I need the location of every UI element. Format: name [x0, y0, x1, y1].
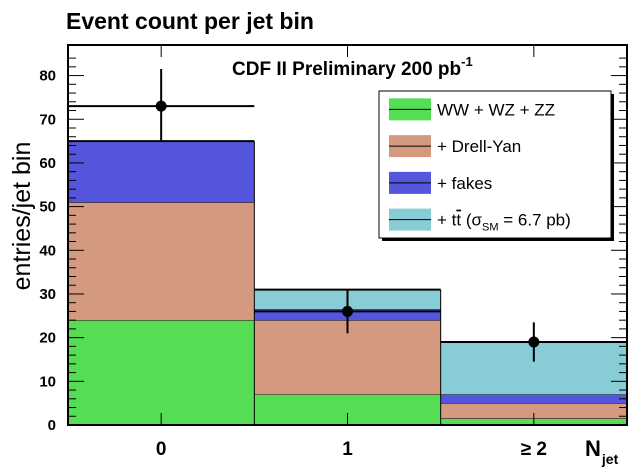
- legend-entry-label: + tt (σSM = 6.7 pb): [437, 211, 571, 234]
- data-point: [528, 336, 540, 348]
- legend-label-part: σ: [472, 211, 483, 230]
- legend-entry-label: + Drell-Yan: [437, 137, 521, 156]
- legend: WW + WZ + ZZ + Drell-Yan + fakes + tt (σSM …: [378, 90, 614, 241]
- bar-segment-bin0-series2: [68, 141, 255, 203]
- y-tick-label: 30: [39, 286, 56, 303]
- y-tick-label: 50: [39, 199, 56, 216]
- x-tick-label: 1: [342, 439, 353, 460]
- bar-segment-bin0-series0: [68, 320, 255, 425]
- bar-segment-bin0-series1: [68, 202, 255, 321]
- bar-segment-bin2-series2: [440, 394, 627, 404]
- legend-label-part: + t: [437, 211, 457, 230]
- y-tick-label: 10: [39, 373, 56, 390]
- y-tick-label: 70: [39, 111, 56, 128]
- y-axis-label: entries/jet bin: [8, 142, 36, 291]
- chart-annotation: CDF II Preliminary 200 pb-1: [232, 54, 473, 80]
- x-axis-ticks: 0 1 ≥ 2: [156, 45, 547, 460]
- y-axis-ticks: 0 10 20 30 40 50 60 70 80: [39, 57, 627, 434]
- y-tick-label: 20: [39, 330, 56, 347]
- legend-label-part: t: [456, 211, 461, 230]
- legend-entry-label: WW + WZ + ZZ: [437, 100, 555, 119]
- y-tick-label: 40: [39, 242, 56, 259]
- x-axis-label: Njet: [585, 436, 619, 467]
- data-point: [155, 100, 167, 112]
- y-tick-label: 60: [39, 155, 56, 172]
- y-tick-label: 0: [48, 417, 56, 434]
- x-tick-label: ≥ 2: [521, 439, 547, 460]
- legend-label-part: (: [461, 211, 472, 230]
- data-points: [68, 69, 627, 362]
- legend-label-part: SM: [482, 222, 499, 234]
- legend-label-part: = 6.7 pb): [499, 211, 571, 230]
- x-tick-label: 0: [156, 439, 167, 460]
- legend-entry-label: + fakes: [437, 174, 492, 193]
- y-tick-label: 80: [39, 68, 56, 85]
- bar-segment-bin2-series1: [440, 403, 627, 419]
- data-point: [342, 305, 353, 317]
- chart-title: Event count per jet bin: [66, 8, 314, 34]
